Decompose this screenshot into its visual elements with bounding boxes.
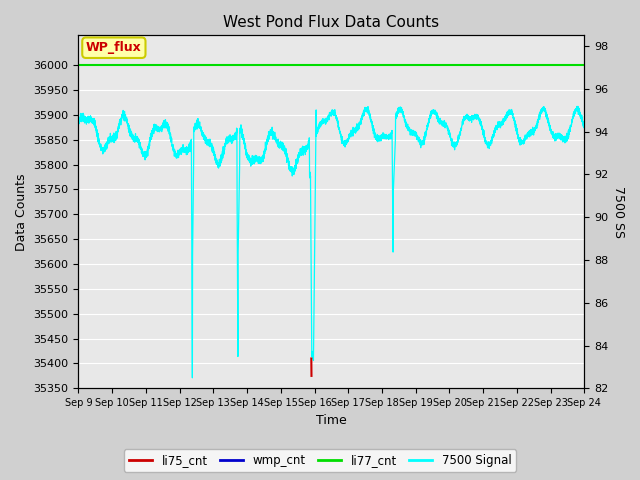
Y-axis label: 7500 SS: 7500 SS: [612, 186, 625, 238]
Title: West Pond Flux Data Counts: West Pond Flux Data Counts: [223, 15, 440, 30]
Y-axis label: Data Counts: Data Counts: [15, 173, 28, 251]
X-axis label: Time: Time: [316, 414, 347, 427]
Legend: li75_cnt, wmp_cnt, li77_cnt, 7500 Signal: li75_cnt, wmp_cnt, li77_cnt, 7500 Signal: [124, 449, 516, 472]
Text: WP_flux: WP_flux: [86, 41, 141, 54]
